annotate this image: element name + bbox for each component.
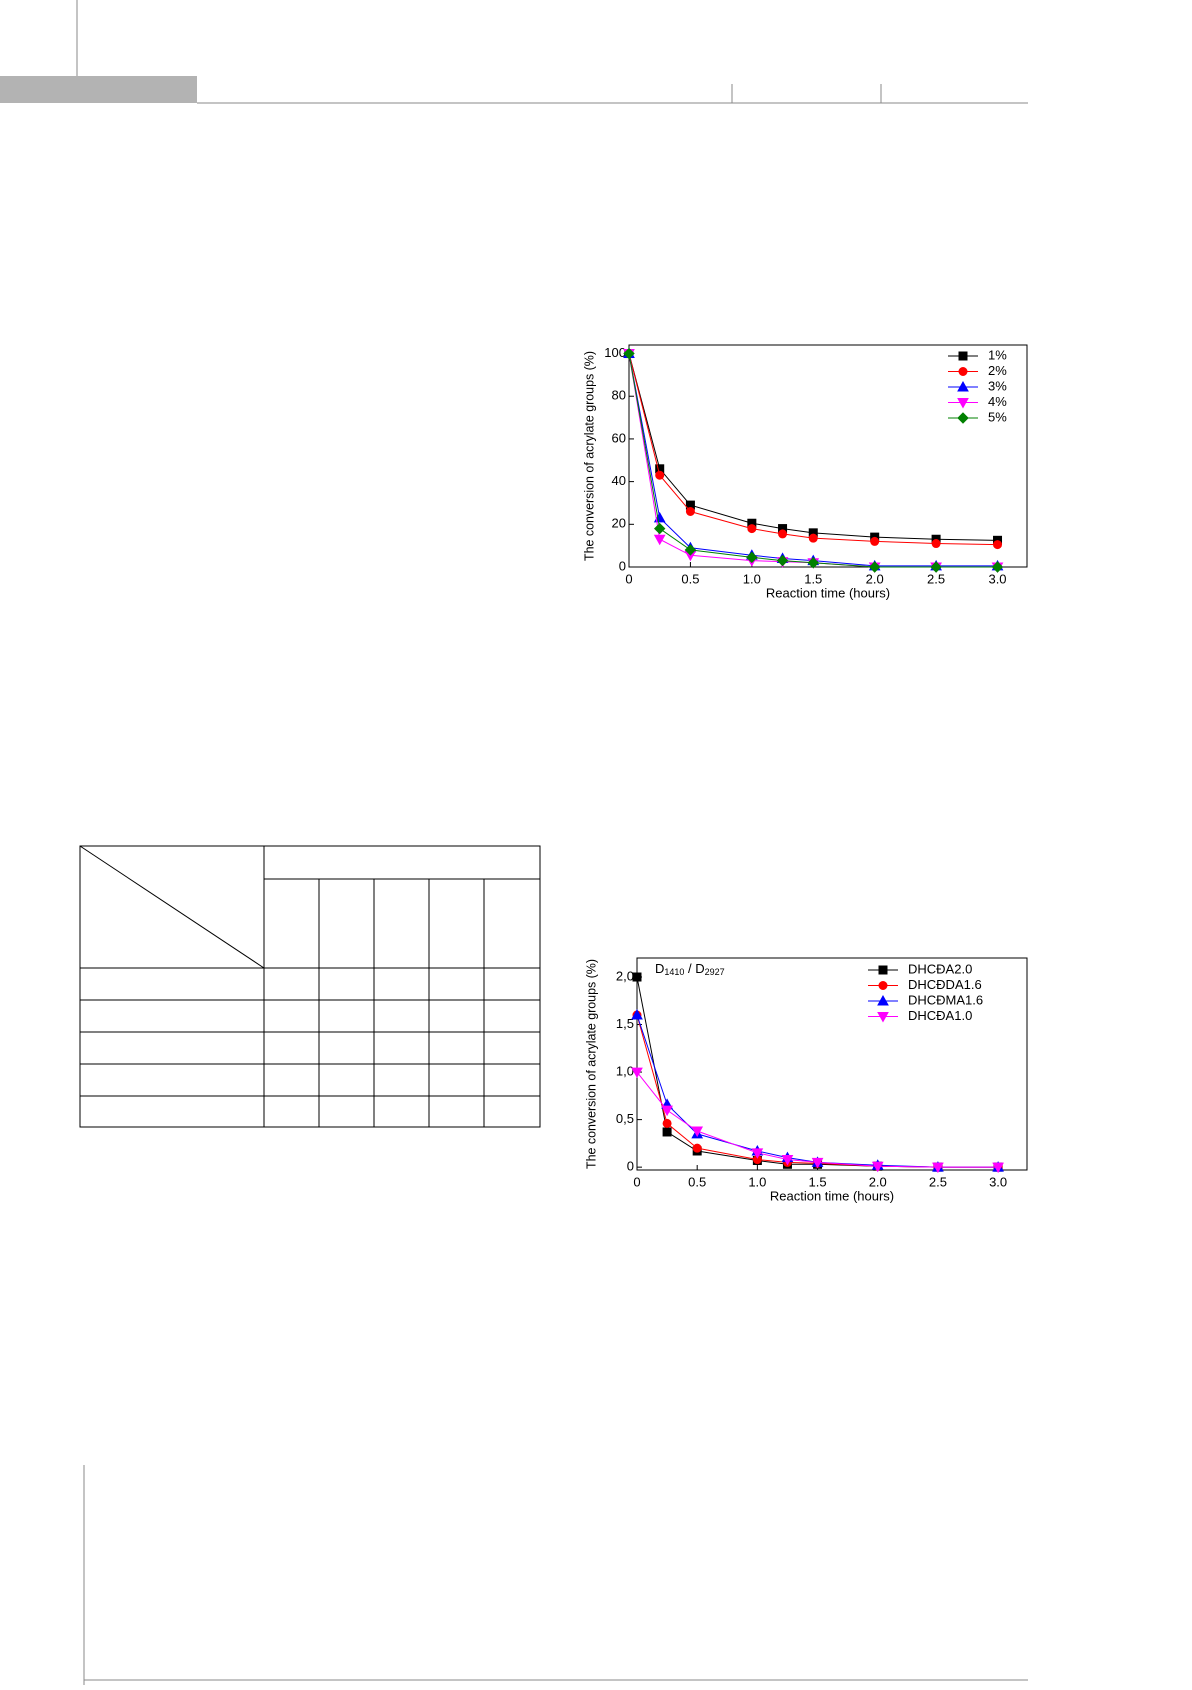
marker <box>811 1157 824 1169</box>
annotation-part: D <box>655 961 664 976</box>
legend-label: DHCĐDA1.6 <box>908 977 982 992</box>
x-tick-label: 0.5 <box>688 1174 706 1189</box>
series-line <box>636 1014 999 1168</box>
marker <box>991 561 1004 573</box>
y-tick-label: 1,5 <box>616 1016 634 1031</box>
y-tick-label: 20 <box>612 516 626 531</box>
x-tick-label: 2.5 <box>927 571 945 586</box>
marker <box>631 1009 643 1020</box>
x-tick-label: 3.0 <box>989 1174 1007 1189</box>
x-tick-label: 2.5 <box>929 1174 947 1189</box>
table-border <box>79 845 541 1128</box>
marker <box>957 380 969 392</box>
legend-label: DHCĐA2.0 <box>908 961 972 976</box>
marker <box>781 1155 794 1166</box>
y-axis-label: The conversion of acrylate groups (%) <box>581 351 596 561</box>
marker <box>957 412 969 424</box>
x-tick-label: 0 <box>625 571 632 586</box>
marker <box>632 972 642 982</box>
marker <box>747 524 757 534</box>
x-tick-label: 2.0 <box>869 1174 887 1189</box>
legend-label: DHCĐA1.0 <box>908 1008 972 1023</box>
marker <box>623 347 635 360</box>
plot-frame <box>628 344 1028 568</box>
marker <box>878 981 888 990</box>
x-tick-label: 2.0 <box>866 571 884 586</box>
y-axis-label: The conversion of acrylate groups (%) <box>583 959 598 1169</box>
marker <box>932 1162 944 1174</box>
legend-label: 3% <box>988 378 1007 393</box>
marker <box>993 540 1003 550</box>
series-line <box>628 353 998 541</box>
x-tick-label: 0.5 <box>681 571 699 586</box>
marker <box>684 544 697 556</box>
marker <box>877 994 889 1006</box>
marker <box>662 1118 672 1128</box>
marker <box>808 533 818 543</box>
y-tick-label: 0,5 <box>616 1111 634 1126</box>
x-tick-label: 1.0 <box>748 1174 766 1189</box>
legend-label: 4% <box>988 394 1007 409</box>
marker <box>778 529 788 539</box>
table-diagonal <box>79 845 265 969</box>
marker <box>653 511 666 523</box>
legend-label: 2% <box>988 363 1007 378</box>
marker <box>662 1127 672 1137</box>
marker <box>877 1012 889 1023</box>
marker <box>958 367 968 376</box>
series-line <box>636 1014 999 1168</box>
marker <box>870 536 880 546</box>
plot-frame <box>636 957 1028 1171</box>
marker <box>930 561 942 573</box>
annotation-part: 1410 <box>664 967 684 977</box>
marker <box>776 554 789 567</box>
x-axis-label: Reaction time (hours) <box>770 1188 894 1203</box>
x-tick-label: 1.5 <box>804 571 822 586</box>
y-tick-label: 100 <box>604 345 626 360</box>
y-tick-label: 1,0 <box>616 1064 634 1079</box>
marker <box>868 561 881 573</box>
y-tick-label: 80 <box>612 388 626 403</box>
x-tick-label: 1.0 <box>743 571 761 586</box>
annotation-part: / D <box>684 961 704 976</box>
marker <box>751 1148 764 1159</box>
annotation-part: 2927 <box>705 967 725 977</box>
series-line <box>636 1071 999 1168</box>
marker <box>655 470 665 480</box>
marker <box>931 539 941 549</box>
marker <box>807 557 819 569</box>
marker <box>958 351 968 361</box>
series-line <box>628 353 998 546</box>
marker <box>992 1162 1004 1174</box>
legend-label: 1% <box>988 347 1007 362</box>
x-tick-label: 3.0 <box>988 571 1006 586</box>
marker <box>653 534 666 546</box>
marker <box>957 398 969 409</box>
y-tick-label: 0 <box>627 1159 634 1174</box>
marker <box>746 551 758 564</box>
annotation: D1410 / D2927 <box>655 961 725 977</box>
y-tick-label: 40 <box>612 473 626 488</box>
table <box>79 845 541 1128</box>
marker <box>871 1161 884 1173</box>
y-tick-label: 60 <box>612 430 626 445</box>
marker <box>631 1067 643 1079</box>
x-axis-label: Reaction time (hours) <box>766 585 890 600</box>
marker <box>654 522 666 535</box>
marker <box>692 1143 702 1153</box>
marker <box>878 965 888 975</box>
y-tick-label: 0 <box>619 558 626 573</box>
marker <box>691 1126 704 1138</box>
y-tick-label: 2,0 <box>616 968 634 983</box>
marker <box>661 1105 673 1117</box>
legend-label: 5% <box>988 409 1007 424</box>
x-tick-label: 0 <box>633 1174 640 1189</box>
header <box>0 0 1028 104</box>
x-tick-label: 1.5 <box>809 1174 827 1189</box>
header-bar <box>0 76 197 103</box>
marker <box>685 507 695 516</box>
legend-label: DHCĐMA1.6 <box>908 992 983 1007</box>
